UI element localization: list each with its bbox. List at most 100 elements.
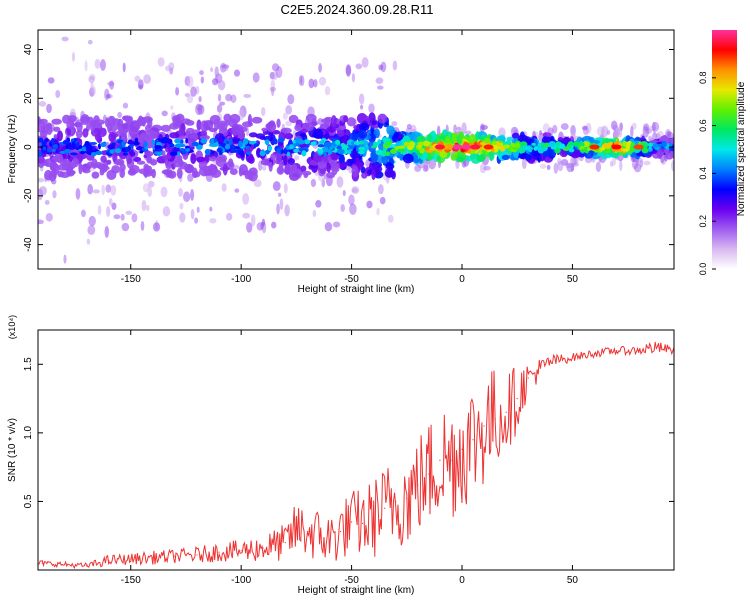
- heatmap-cell: [108, 131, 116, 143]
- heatmap-cell: [152, 222, 161, 232]
- figure-title: C2E5.2024.360.09.28.R11: [281, 2, 434, 17]
- heatmap-cell: [277, 137, 285, 143]
- heatmap-cell: [312, 128, 324, 139]
- heatmap-cell: [179, 202, 184, 210]
- heatmap-cell: [89, 141, 97, 145]
- snr-y-multiplier: (x10⁴): [7, 315, 17, 339]
- heatmap-cell: [334, 162, 340, 172]
- snr-plot-area: [38, 330, 674, 570]
- x-tick-label: 0: [459, 274, 465, 285]
- heatmap-cell: [267, 145, 273, 151]
- colorbar: 0.0 0.2 0.4 0.6 0.8 Normalized spectral ampl…: [698, 30, 747, 275]
- y-tick-label: 0.5: [23, 494, 34, 508]
- heatmap-cell: [217, 93, 222, 102]
- snr-point: [615, 349, 618, 352]
- heatmap-cell: [271, 221, 277, 229]
- snr-point: [516, 397, 518, 400]
- heatmap-cell: [456, 126, 462, 131]
- heatmap-cell: [200, 130, 208, 137]
- heatmap-cell: [377, 149, 382, 154]
- heatmap-cell: [389, 148, 398, 154]
- heatmap-cell: [308, 78, 315, 89]
- heatmap-cell: [203, 120, 214, 130]
- heatmap-cell: [160, 186, 168, 198]
- heatmap-cell: [170, 105, 174, 110]
- heatmap-cell: [409, 141, 416, 147]
- heatmap-cell: [557, 160, 564, 172]
- heatmap-cell: [57, 163, 68, 171]
- heatmap-cell: [125, 210, 133, 215]
- heatmap-cell: [540, 142, 546, 148]
- heatmap-cell: [91, 171, 100, 179]
- heatmap-cell: [417, 145, 422, 150]
- heatmap-cell: [346, 117, 356, 127]
- heatmap-cell: [191, 141, 199, 147]
- heatmap-cell: [86, 238, 91, 245]
- heatmap-cell: [345, 158, 353, 167]
- heatmap-cell: [167, 170, 177, 179]
- heatmap-cell: [141, 116, 153, 123]
- heatmap-cell: [127, 140, 135, 145]
- heatmap-cell: [50, 148, 56, 153]
- heatmap-cell: [269, 86, 277, 92]
- heatmap-cell: [548, 140, 556, 147]
- heatmap-cell: [200, 76, 204, 84]
- heatmap-cell: [172, 115, 182, 122]
- heatmap-cell: [643, 160, 651, 166]
- heatmap-cell: [46, 103, 52, 114]
- heatmap-cell: [336, 148, 345, 155]
- heatmap-cell: [185, 120, 195, 126]
- heatmap-cell: [336, 145, 342, 150]
- heatmap-cell: [615, 128, 623, 138]
- heatmap-cell: [348, 132, 358, 141]
- heatmap-cell: [260, 158, 270, 166]
- heatmap-cell: [647, 142, 653, 147]
- x-tick-label: -100: [231, 575, 251, 586]
- heatmap-cell: [209, 206, 213, 212]
- heatmap-cell: [436, 125, 441, 137]
- snr-point: [240, 550, 242, 552]
- heatmap-cell: [310, 141, 317, 146]
- heatmap-cell: [161, 136, 169, 144]
- heatmap-cell: [483, 165, 491, 171]
- heatmap-cell: [357, 129, 368, 139]
- heatmap-cell: [250, 214, 256, 227]
- heatmap-cell: [377, 113, 388, 124]
- snr-point: [108, 559, 110, 562]
- heatmap-cell: [300, 165, 307, 173]
- heatmap-cell: [312, 209, 317, 218]
- heatmap-cell: [131, 213, 138, 223]
- heatmap-cell: [119, 163, 126, 172]
- snr-point: [218, 551, 220, 553]
- heatmap-cell: [284, 204, 290, 217]
- heatmap-cell: [287, 157, 295, 166]
- heatmap-cell: [368, 162, 375, 171]
- heatmap-cell: [38, 178, 45, 183]
- heatmap-cell: [326, 126, 337, 133]
- heatmap-cell: [355, 157, 360, 165]
- heatmap-cell: [80, 209, 86, 218]
- heatmap-cell: [109, 197, 113, 207]
- heatmap-cell: [642, 125, 650, 138]
- snr-x-ticks: -150 -100 -50 0 50: [121, 330, 578, 586]
- heatmap-cell: [452, 144, 463, 150]
- heatmap-cell: [600, 125, 609, 138]
- heatmap-cell: [169, 151, 178, 156]
- spectrogram-panel: -150 -100 -50 0 50 -40 -20 0 20 40 Height of str…: [7, 29, 675, 295]
- heatmap-cell: [501, 154, 510, 161]
- heatmap-cell: [76, 121, 83, 133]
- snr-point: [152, 557, 154, 559]
- heatmap-cell: [157, 57, 165, 67]
- heatmap-cell: [470, 144, 481, 150]
- heatmap-cell: [284, 163, 291, 175]
- heatmap-cell: [82, 128, 89, 138]
- heatmap-cell: [122, 102, 129, 109]
- heatmap-cell: [537, 147, 542, 154]
- heatmap-cell: [176, 167, 183, 179]
- heatmap-cell: [283, 155, 288, 166]
- heatmap-cell: [348, 145, 355, 150]
- heatmap-cell: [52, 163, 60, 175]
- heatmap-cell: [100, 142, 107, 148]
- heatmap-cell: [243, 93, 252, 98]
- snr-point: [571, 356, 574, 359]
